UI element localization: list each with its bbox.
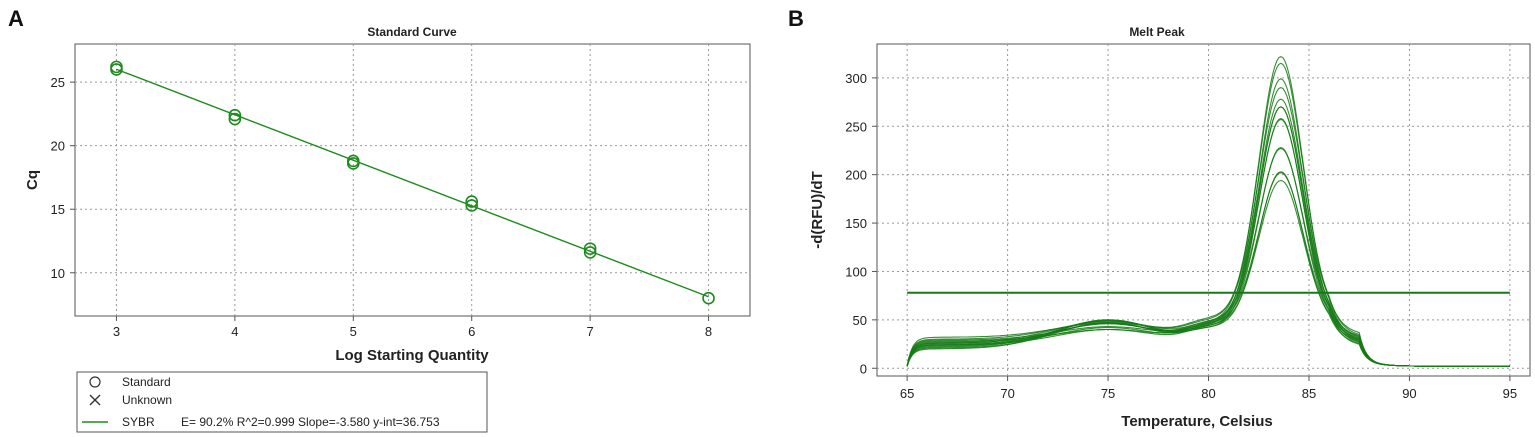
chart-b-ytick-label: 50 (853, 313, 867, 328)
chart-b-melt-curve (906, 62, 1510, 367)
chart-b-melt-curve (906, 98, 1510, 367)
chart-a-plot-frame (74, 43, 751, 317)
legend-circle-icon (89, 376, 101, 388)
panel-b-label: B (788, 6, 804, 31)
legend-unknown-label: Unknown (122, 393, 172, 407)
chart-a-ytick-label: 15 (51, 202, 65, 217)
legend-sybr-label: SYBR (122, 415, 155, 429)
legend-sybr-stats: E= 90.2% R^2=0.999 Slope=-3.580 y-int=36… (181, 415, 440, 429)
chart-b-ytick-label: 0 (860, 361, 867, 376)
chart-a-data-point (465, 199, 479, 212)
chart-b-melt-curve (906, 171, 1510, 367)
chart-a-xtick-label: 5 (350, 324, 357, 339)
chart-b-title: Melt Peak (1129, 25, 1185, 39)
chart-b-melt-curve (906, 86, 1510, 367)
chart-b-xtick-label: 75 (1101, 386, 1115, 401)
chart-b-grid (877, 44, 1530, 376)
standard-curve-chart: Standard Curve 3 4 5 6 7 8 10 15 20 25 Log Starti… (24, 25, 751, 433)
chart-b-xtick-label: 70 (1000, 386, 1014, 401)
chart-b-xtick-label: 95 (1503, 386, 1517, 401)
chart-a-ytick-label: 10 (51, 266, 65, 281)
chart-b-xlabel: Temperature, Celsius (1121, 413, 1272, 430)
chart-b-melt-curve (906, 172, 1510, 367)
chart-a-points (110, 60, 715, 305)
chart-a-grid (75, 44, 750, 316)
chart-b-melt-curve (906, 55, 1510, 367)
chart-b-melt-curve (906, 118, 1510, 367)
chart-a-ytick-label: 25 (51, 75, 65, 90)
chart-b-plot-frame (876, 43, 1531, 377)
chart-b-ytick-label: 100 (845, 264, 867, 279)
chart-b-xtick-label: 80 (1201, 386, 1215, 401)
chart-b-xtick-label: 85 (1302, 386, 1316, 401)
chart-a-xtick-label: 6 (468, 324, 475, 339)
chart-a-data-point (228, 112, 242, 126)
chart-a-data-point (346, 154, 360, 168)
legend-box (76, 371, 488, 433)
legend-cross-icon (89, 394, 101, 406)
chart-a-fit-line (116, 68, 709, 298)
legend-standard-label: Standard (122, 375, 171, 389)
chart-a-ylabel: Cq (24, 170, 41, 190)
chart-a-data-point (228, 108, 242, 122)
chart-a-data-point (583, 242, 597, 255)
chart-b-ytick-label: 250 (845, 119, 867, 134)
chart-a-legend: Standard Unknown SYBR E= 90.2% R^2=0.999… (76, 371, 488, 433)
chart-b-ytick-label: 300 (845, 71, 867, 86)
chart-b-curves (906, 55, 1510, 367)
chart-b-melt-curve (906, 117, 1510, 367)
chart-a-data-point (702, 291, 715, 305)
chart-b-ylabel: -d(RFU)/dT (809, 171, 826, 248)
panel-a-label: A (8, 6, 24, 31)
chart-b-ytick-label: 150 (845, 216, 867, 231)
chart-b-ticks: 65 70 75 80 85 90 95 0 50 100 150 200 250 300 (845, 71, 1517, 401)
chart-b-melt-curve (906, 106, 1510, 367)
chart-b-xtick-label: 65 (900, 386, 914, 401)
chart-b-melt-curve (906, 147, 1510, 367)
chart-a-ticks: 3 4 5 6 7 8 10 15 20 25 (51, 75, 713, 339)
chart-a-xlabel: Log Starting Quantity (335, 347, 489, 364)
chart-a-data-point (110, 60, 123, 74)
chart-b-melt-curve (906, 106, 1510, 367)
chart-a-title: Standard Curve (367, 25, 457, 39)
chart-a-ytick-label: 20 (51, 139, 65, 154)
chart-a-xtick-label: 7 (587, 324, 594, 339)
chart-a-regression-line (116, 68, 709, 298)
chart-b-xtick-label: 90 (1402, 386, 1416, 401)
chart-a-data-point (465, 195, 479, 208)
chart-a-xtick-label: 3 (113, 324, 120, 339)
chart-b-melt-curve (906, 78, 1510, 367)
chart-a-xtick-label: 8 (705, 324, 712, 339)
chart-b-melt-curve (906, 147, 1510, 367)
chart-b-ytick-label: 200 (845, 168, 867, 183)
chart-a-data-point (583, 246, 597, 259)
chart-b-melt-curve (906, 179, 1510, 367)
chart-a-xtick-label: 4 (231, 324, 238, 339)
